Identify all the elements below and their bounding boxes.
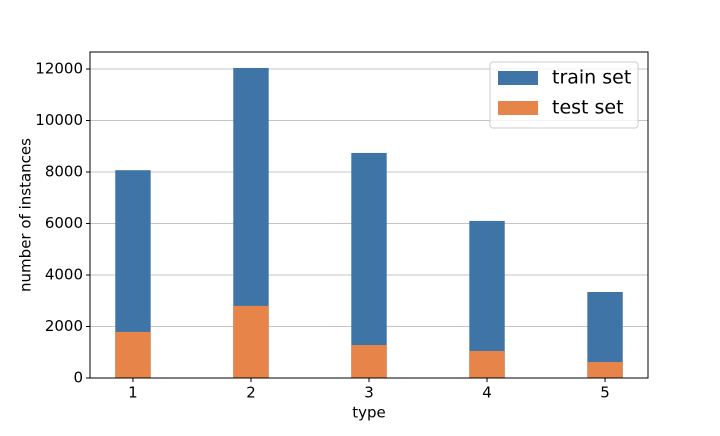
- x-tick-label: 1: [128, 384, 138, 402]
- legend: train set test set: [489, 61, 639, 129]
- y-tick-label: 6000: [45, 214, 83, 232]
- x-axis-label: type: [352, 404, 386, 422]
- y-axis-label: number of instances: [17, 138, 35, 292]
- legend-swatch: [498, 71, 538, 85]
- bar: [115, 331, 151, 378]
- y-tick-label: 12000: [35, 59, 83, 77]
- legend-label: train set: [552, 67, 631, 89]
- y-tick-label: 2000: [45, 317, 83, 335]
- plot-frame: [89, 51, 649, 379]
- y-tick-label: 0: [73, 369, 83, 387]
- x-tick-label: 3: [364, 384, 374, 402]
- bar: [587, 362, 623, 378]
- bar: [233, 305, 269, 378]
- x-tick-label: 2: [246, 384, 256, 402]
- bar: [469, 350, 505, 378]
- legend-swatch: [498, 101, 538, 115]
- x-tick-label: 4: [482, 384, 492, 402]
- y-tick-label: 10000: [35, 111, 83, 129]
- legend-label: test set: [552, 97, 624, 119]
- bar: [351, 345, 387, 378]
- bar: [351, 152, 387, 378]
- y-tick-label: 4000: [45, 265, 83, 283]
- x-tick-label: 5: [600, 384, 610, 402]
- y-tick-label: 8000: [45, 162, 83, 180]
